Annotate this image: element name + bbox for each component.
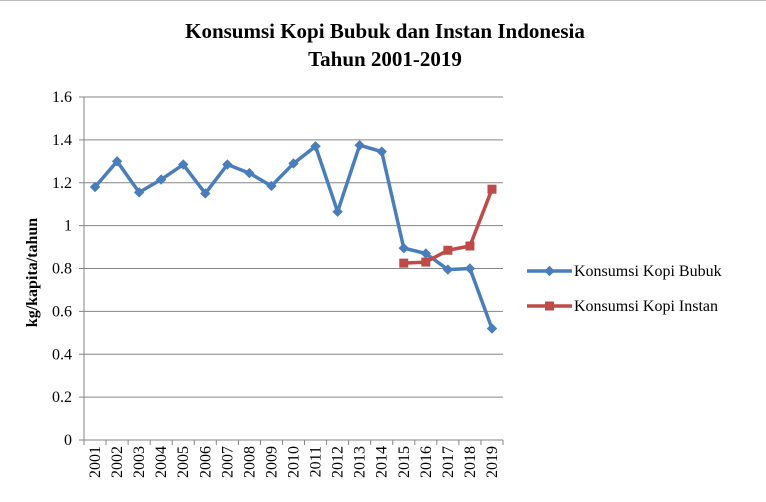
y-tick-label: 1.2 <box>52 175 72 192</box>
data-point-series-1 <box>200 188 211 199</box>
legend-label-2: Konsumsi Kopi Instan <box>574 298 718 315</box>
y-tick-label: 0 <box>64 432 72 449</box>
y-tick-label: 0.4 <box>52 346 72 363</box>
legend-label-1: Konsumsi Kopi Bubuk <box>574 263 722 280</box>
data-point-series-1 <box>442 264 454 275</box>
x-tick-label: 2018 <box>462 446 479 478</box>
x-tick-label: 2012 <box>330 446 347 478</box>
x-tick-label: 2011 <box>308 446 325 477</box>
chart-title-line-1: Konsumsi Kopi Bubuk dan Instan Indonesia <box>185 19 585 43</box>
data-point-series-1 <box>486 323 498 334</box>
x-tick-label: 2004 <box>153 446 170 478</box>
x-tick-label: 2013 <box>352 446 369 478</box>
legend-marker-1 <box>544 265 555 277</box>
x-tick-label: 2006 <box>197 446 214 478</box>
series-line-1 <box>93 143 494 330</box>
y-tick-label: 1.4 <box>52 132 72 149</box>
y-tick-label: 0.6 <box>52 303 72 320</box>
y-tick-label: 0.8 <box>52 261 72 278</box>
data-point-series-1 <box>133 187 145 198</box>
x-tick-label: 2019 <box>484 446 501 478</box>
data-point-series-1 <box>310 141 321 152</box>
data-point-series-1 <box>398 242 409 254</box>
x-tick-label: 2005 <box>175 446 192 478</box>
x-tick-label: 2014 <box>374 446 391 478</box>
chart-title-line-2: Tahun 2001-2019 <box>308 47 462 71</box>
y-tick-label: 1.6 <box>52 89 72 106</box>
x-tick-label: 2017 <box>440 446 457 478</box>
data-point-series-1 <box>111 156 123 167</box>
data-point-series-2 <box>399 258 409 268</box>
x-tick-label: 2008 <box>241 446 258 478</box>
data-point-series-1 <box>332 206 343 217</box>
x-tick-label: 2001 <box>87 446 104 478</box>
data-point-series-1 <box>376 146 387 157</box>
x-tick-label: 2007 <box>219 446 236 478</box>
data-point-series-1 <box>89 181 101 193</box>
data-point-series-1 <box>464 263 476 274</box>
y-axis-title: kg/kapita/tahun <box>24 218 41 327</box>
data-point-series-1 <box>244 167 255 179</box>
data-point-series-2 <box>421 257 431 267</box>
x-tick-label: 2010 <box>286 446 303 478</box>
data-point-series-2 <box>443 245 453 255</box>
legend-marker-2 <box>545 301 554 311</box>
data-point-series-1 <box>266 180 277 192</box>
data-point-series-1 <box>354 140 365 151</box>
x-tick-label: 2015 <box>396 446 413 478</box>
x-tick-label: 2016 <box>418 446 435 478</box>
data-point-series-1 <box>155 174 167 185</box>
data-point-series-2 <box>487 184 497 194</box>
data-point-series-1 <box>222 159 233 170</box>
y-tick-label: 1 <box>64 218 72 235</box>
x-tick-label: 2003 <box>131 446 148 478</box>
x-tick-label: 2009 <box>263 446 280 478</box>
x-tick-label: 2002 <box>109 446 126 478</box>
data-point-series-1 <box>288 158 299 169</box>
data-point-series-1 <box>178 159 189 170</box>
data-point-series-2 <box>465 241 475 251</box>
y-tick-label: 0.2 <box>52 389 72 406</box>
